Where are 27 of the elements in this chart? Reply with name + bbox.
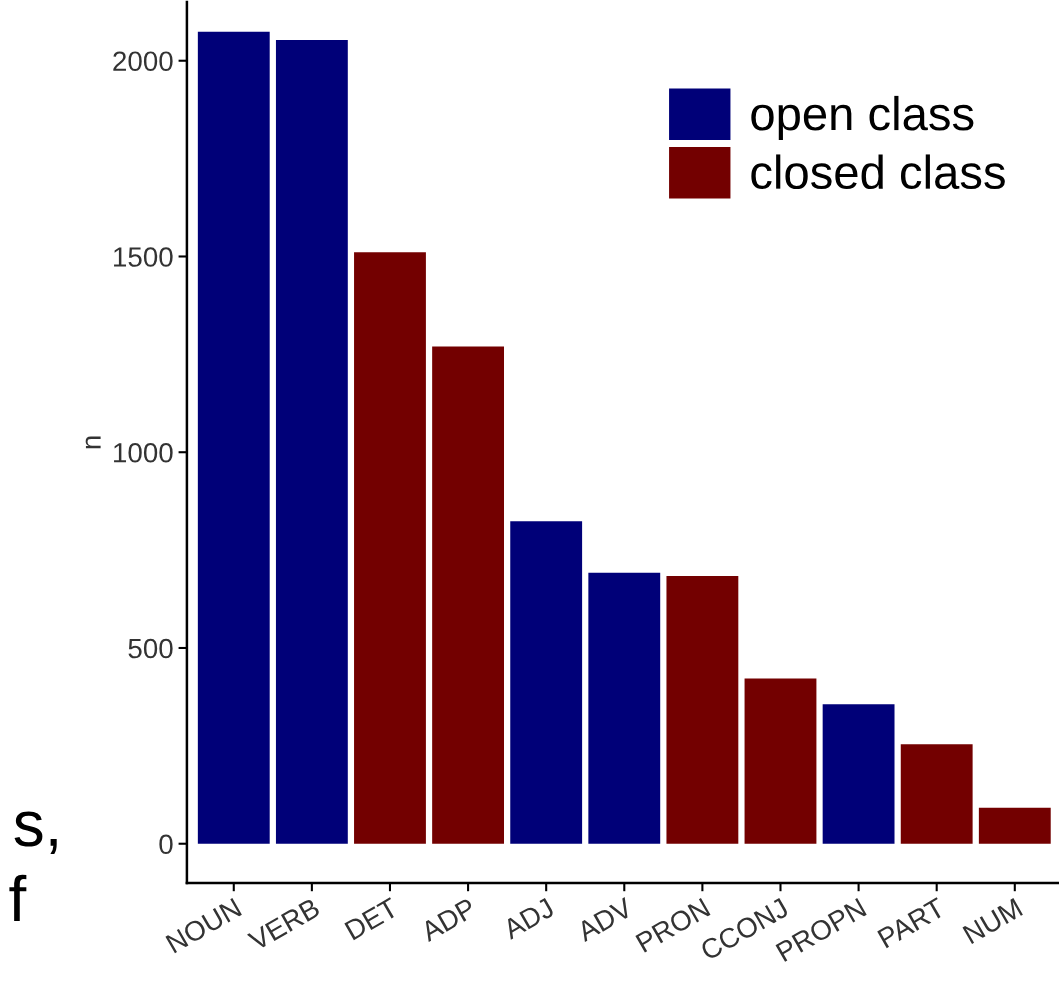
bar [432,346,505,844]
bar [666,575,739,844]
x-tick-label: NUM [962,898,1024,945]
bar [510,521,583,844]
y-tick-label: 500 [128,638,173,659]
bar [978,807,1051,844]
bar [900,744,973,844]
bar [822,704,895,844]
text: f [9,874,27,921]
bar [354,252,426,844]
x-tick-label: VERB [246,897,321,952]
bar [588,572,661,844]
text: s, [14,811,57,855]
legend-label: closed class [751,154,1005,190]
y-axis-title: n [85,436,101,449]
y-tick-label: 1500 [114,247,173,267]
x-tick-label: ADV [575,897,635,943]
bar [744,678,817,844]
y-tick-label: 1000 [114,442,173,463]
y-tick-label: 2000 [113,51,173,72]
x-tick-label: DET [344,897,400,941]
legend-label: open class [751,95,974,140]
bar [275,39,348,844]
bar [197,31,270,844]
y-tick-label: 0 [159,834,173,855]
x-tick-label: ADP [419,897,477,943]
x-tick-label: ADJ [501,897,555,940]
